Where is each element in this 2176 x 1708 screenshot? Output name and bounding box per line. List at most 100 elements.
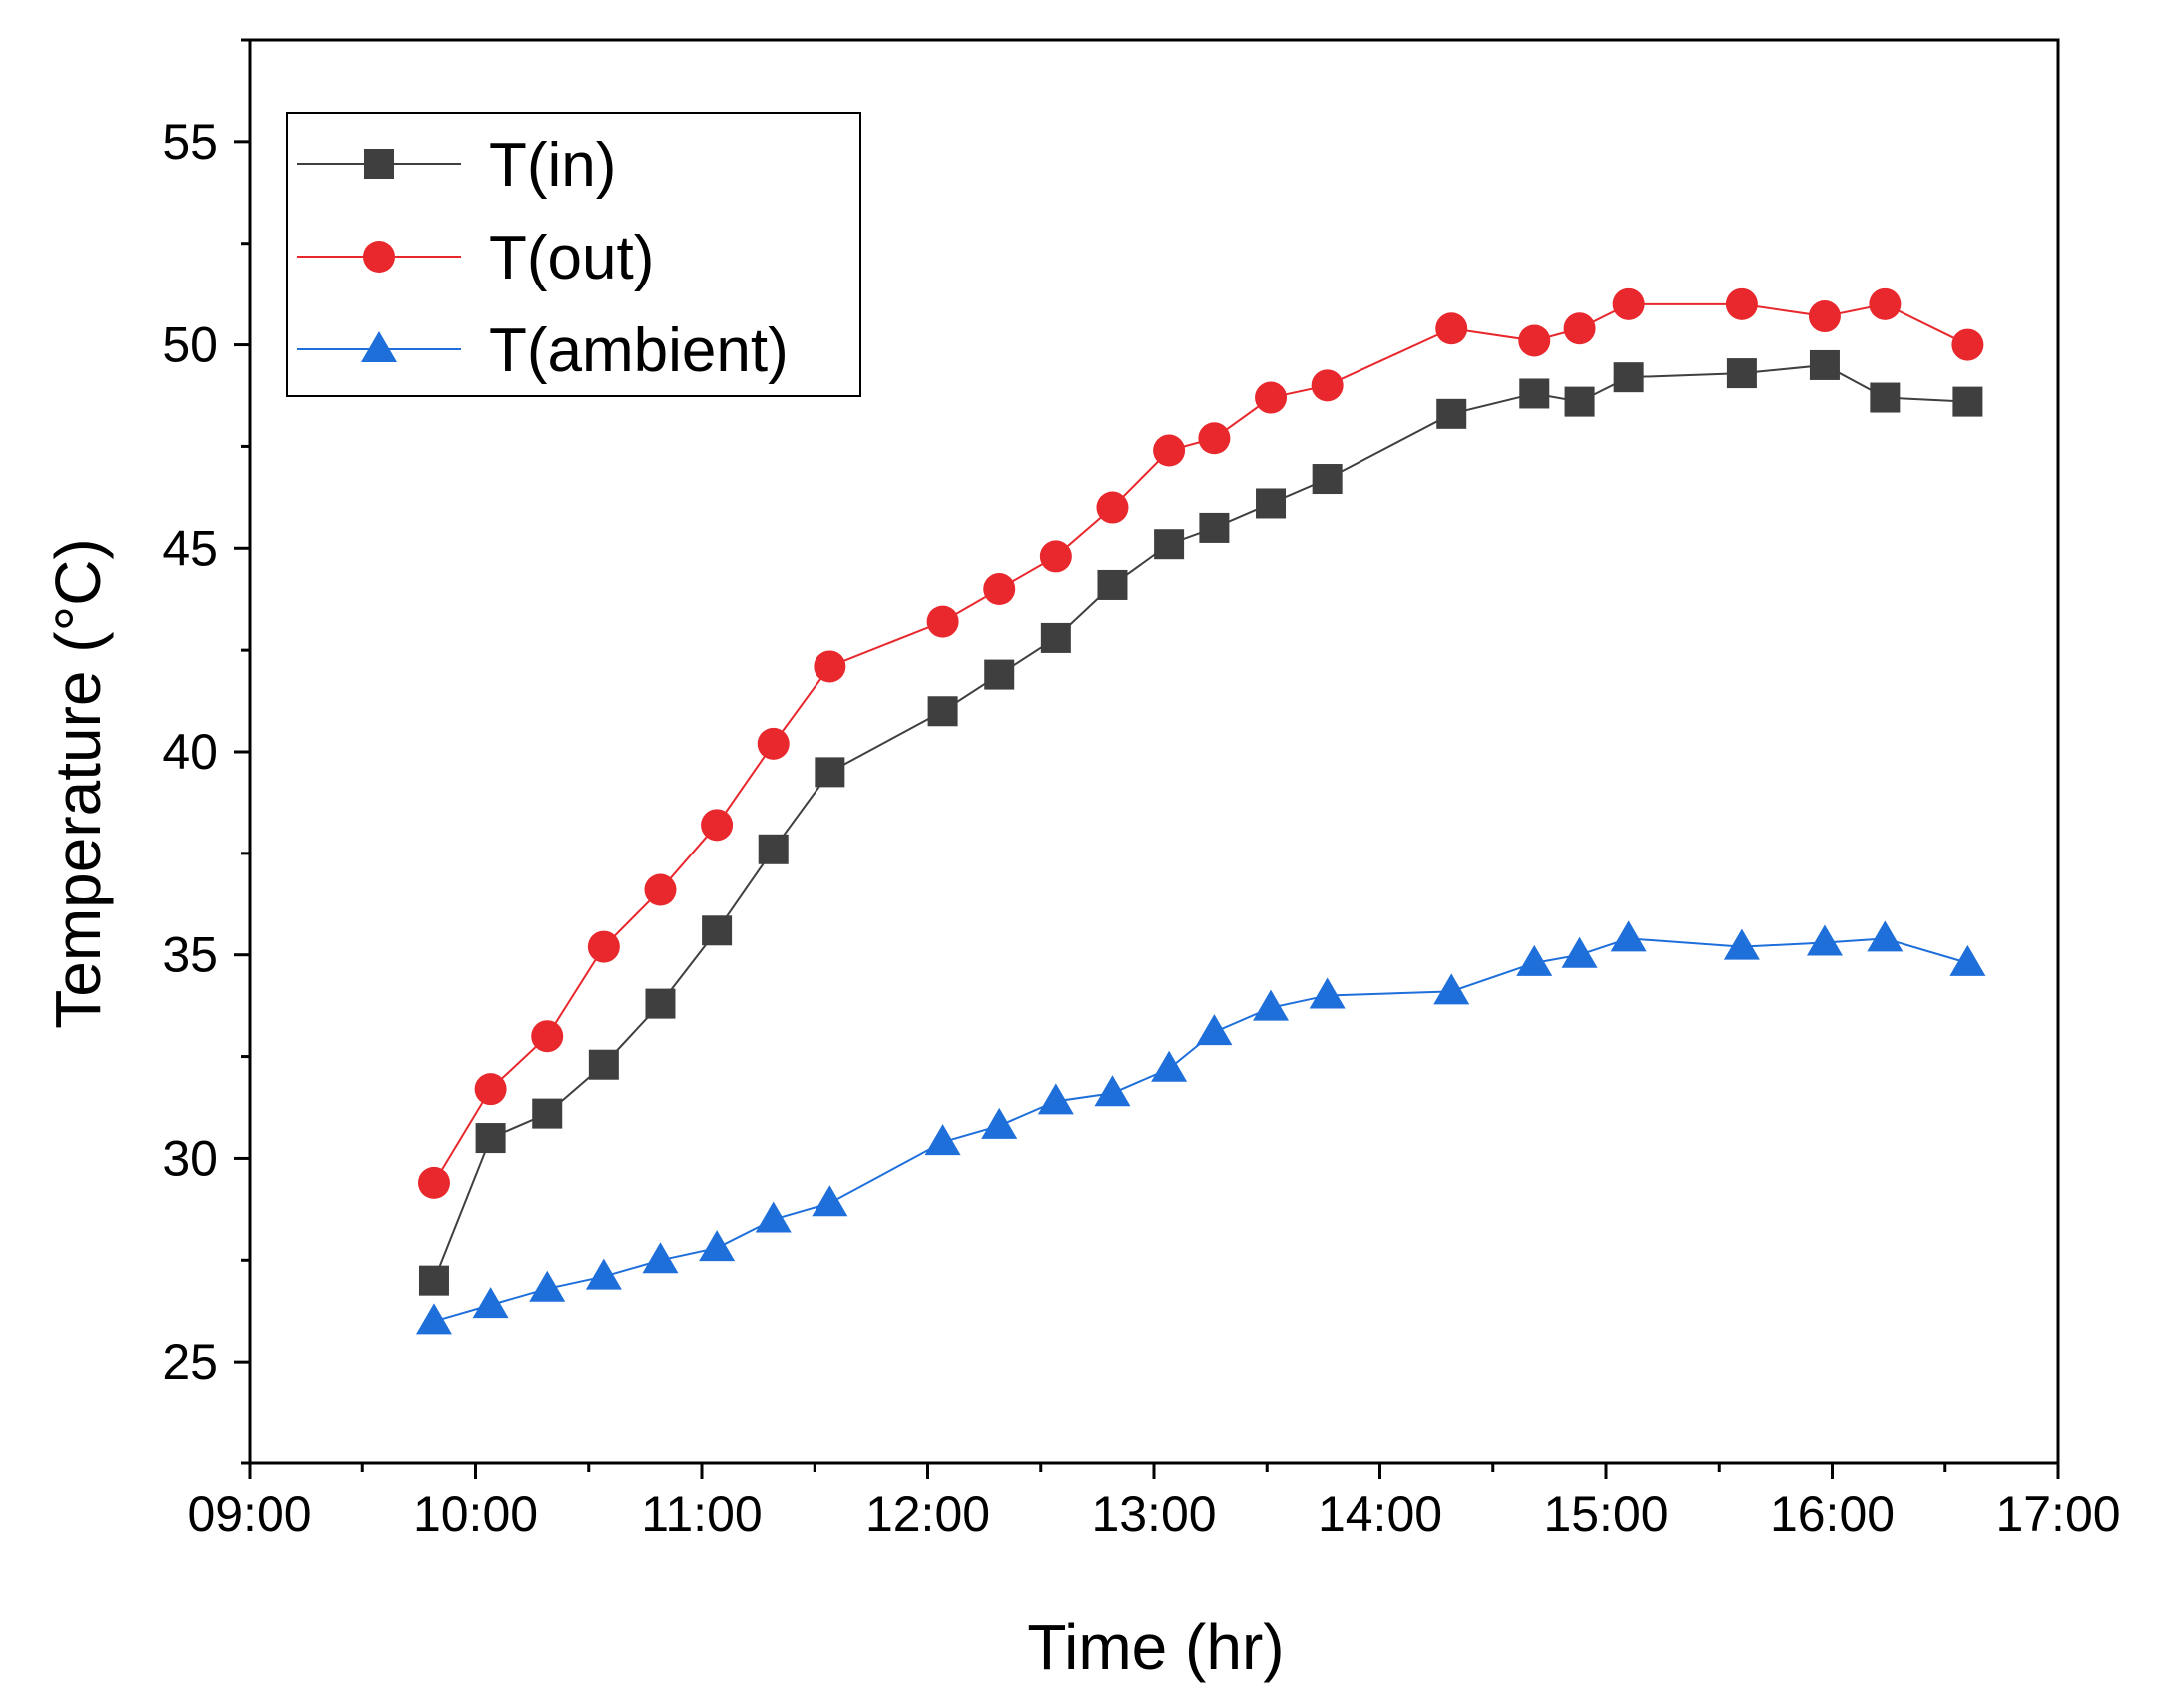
x-tick-label: 15:00 (1543, 1486, 1668, 1542)
series-2 (417, 287, 1984, 1199)
legend-label: T(ambient) (489, 316, 789, 385)
data-point (1153, 434, 1186, 467)
data-point (1518, 324, 1551, 357)
data-point (814, 650, 846, 683)
data-point (1309, 977, 1346, 1009)
x-tick-label: 17:00 (1995, 1486, 2120, 1542)
y-tick-label: 50 (162, 317, 218, 373)
data-point (1039, 540, 1072, 573)
data-point (1951, 328, 1984, 361)
data-point (1516, 944, 1553, 976)
data-point (588, 1049, 619, 1080)
data-point (758, 834, 789, 864)
y-tick-label: 25 (162, 1334, 218, 1390)
data-point (1151, 1050, 1188, 1082)
data-point (1094, 1075, 1131, 1107)
y-tick-label: 55 (162, 114, 218, 170)
data-point (1564, 386, 1595, 417)
data-point (1435, 312, 1468, 345)
data-point (812, 1185, 848, 1217)
legend: T(in) T(out) T(ambient) (286, 112, 861, 397)
x-tick-label: 11:00 (641, 1486, 762, 1542)
data-point (755, 1201, 792, 1233)
data-point (702, 915, 733, 946)
data-point (757, 727, 790, 760)
data-point (1433, 973, 1470, 1005)
data-point (474, 1073, 507, 1106)
data-point (531, 1020, 564, 1053)
data-point (642, 1242, 679, 1274)
y-tick-label: 30 (162, 1130, 218, 1186)
data-point (1610, 920, 1647, 952)
x-axis: 09:00 10:00 11:00 12:00 13:00 14:00 15:00 16:00… (187, 1463, 2121, 1542)
data-point (1198, 422, 1231, 455)
series-1 (418, 349, 1983, 1296)
x-tick-label: 09:00 (187, 1486, 311, 1542)
data-point (1612, 287, 1645, 320)
y-tick-label: 40 (162, 724, 218, 780)
data-point (1869, 287, 1902, 320)
legend-label: T(out) (489, 224, 654, 292)
data-point (927, 696, 958, 727)
data-point (1867, 920, 1904, 952)
data-point (924, 1124, 961, 1156)
data-point (1436, 398, 1467, 429)
data-point (1253, 989, 1290, 1021)
data-point (532, 1098, 563, 1129)
data-point (1809, 349, 1840, 380)
data-point (418, 1265, 449, 1296)
y-axis: 25 30 35 40 45 50 55 (162, 38, 250, 1465)
data-point (1312, 464, 1343, 495)
data-point (983, 573, 1016, 606)
data-point (1196, 1014, 1233, 1046)
x-tick-label: 14:00 (1318, 1486, 1442, 1542)
data-point (984, 659, 1015, 690)
data-point (1952, 386, 1983, 417)
data-point (1613, 362, 1644, 393)
series-3 (415, 920, 1986, 1335)
data-point (699, 1230, 736, 1262)
data-point (1563, 312, 1596, 345)
data-point (472, 1287, 509, 1319)
data-point (1154, 529, 1185, 560)
x-tick-label: 12:00 (865, 1486, 990, 1542)
data-point (1870, 382, 1901, 413)
data-point (1808, 300, 1841, 333)
data-point (926, 605, 959, 638)
y-axis-title: Temperature (°C) (42, 538, 114, 1029)
legend-marker (363, 241, 395, 273)
data-point (587, 930, 620, 963)
y-tick-label: 35 (162, 927, 218, 983)
data-point (1037, 1083, 1074, 1115)
data-point (1726, 358, 1757, 389)
data-point (585, 1258, 622, 1290)
data-point (1519, 378, 1550, 409)
legend-marker (364, 149, 394, 179)
data-point (1040, 622, 1071, 653)
data-point (1097, 569, 1128, 600)
data-point (1725, 287, 1758, 320)
data-point (1949, 944, 1986, 976)
data-point (1199, 512, 1230, 543)
data-point (1311, 369, 1344, 402)
data-point (1723, 928, 1760, 960)
data-point (1561, 936, 1598, 968)
data-point (1806, 924, 1843, 956)
data-point (415, 1303, 452, 1335)
x-tick-label: 13:00 (1091, 1486, 1216, 1542)
data-point (1256, 488, 1287, 519)
legend-marker (361, 331, 397, 362)
data-point (981, 1107, 1018, 1139)
data-point (417, 1166, 450, 1199)
data-point (1096, 491, 1129, 524)
data-point (1255, 381, 1288, 414)
data-point (475, 1123, 506, 1154)
legend-label: T(in) (489, 131, 616, 200)
x-axis-title: Time (hr) (1027, 1611, 1284, 1683)
series-layer (415, 287, 1986, 1335)
data-point (701, 809, 734, 842)
x-tick-label: 10:00 (413, 1486, 538, 1542)
data-point (645, 988, 676, 1019)
x-tick-label: 16:00 (1770, 1486, 1895, 1542)
